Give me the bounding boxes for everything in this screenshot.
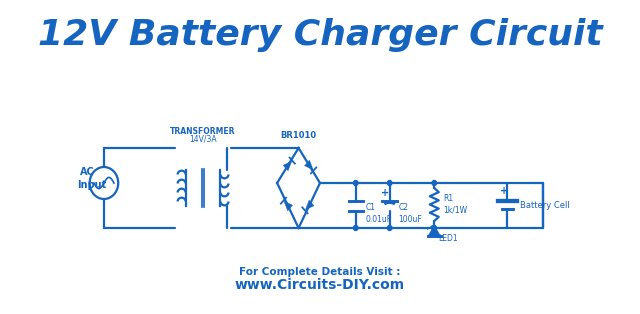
Circle shape: [432, 181, 436, 186]
Text: For Complete Details Visit :: For Complete Details Visit :: [239, 267, 401, 277]
Text: 12V Battery Charger Circuit: 12V Battery Charger Circuit: [38, 18, 602, 52]
Circle shape: [353, 225, 358, 230]
Circle shape: [387, 225, 392, 230]
Polygon shape: [428, 225, 440, 236]
Text: TRANSFORMER: TRANSFORMER: [170, 127, 236, 136]
Text: +: +: [381, 187, 389, 198]
Polygon shape: [305, 200, 314, 210]
Text: C2
100uF: C2 100uF: [399, 203, 422, 224]
Text: Battery Cell: Battery Cell: [520, 201, 570, 210]
Polygon shape: [283, 161, 292, 171]
Text: Input: Input: [77, 180, 106, 190]
Text: BR1010: BR1010: [280, 131, 317, 140]
Circle shape: [387, 181, 392, 186]
Text: www.Circuits-DIY.com: www.Circuits-DIY.com: [235, 278, 405, 292]
Text: 14V/3A: 14V/3A: [189, 135, 217, 144]
Text: AC: AC: [80, 167, 95, 177]
Text: +: +: [500, 187, 508, 197]
Polygon shape: [284, 201, 292, 211]
Polygon shape: [305, 160, 313, 170]
Circle shape: [432, 225, 436, 230]
Circle shape: [353, 181, 358, 186]
Text: C1
0.01uF: C1 0.01uF: [365, 203, 392, 224]
Text: R1
1k/1W: R1 1k/1W: [444, 194, 467, 214]
Text: LED1: LED1: [439, 234, 458, 243]
